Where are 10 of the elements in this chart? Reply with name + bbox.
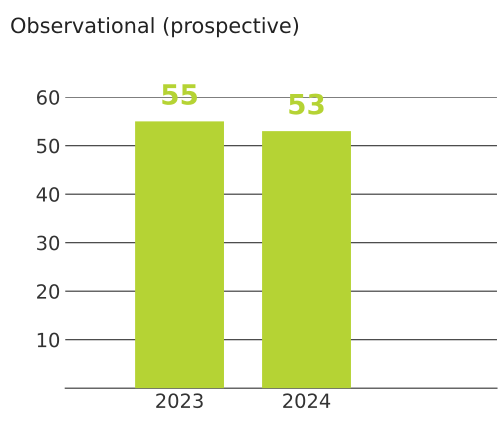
y-tick-label: 10 [38,332,60,348]
y-tick-label: 60 [37,90,60,105]
y-tick-label: 50 [37,138,60,154]
y-tick-label: 30 [37,236,60,250]
y-tick-label: 20 [37,284,60,299]
chart-title: Observational (prospective) [11,17,298,38]
y-tick-label: 40 [36,187,60,202]
x-tick-label: 2024 [283,393,330,408]
x-tick-label: 2023 [156,393,203,408]
data-label: 53 [289,94,324,115]
